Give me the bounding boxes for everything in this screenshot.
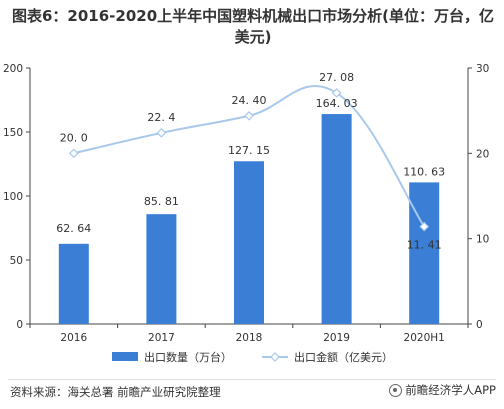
- x-tick-label: 2018: [236, 332, 263, 344]
- footer-divider: [8, 379, 496, 380]
- bar: [409, 182, 440, 324]
- line-value-label: 24. 40: [232, 94, 267, 107]
- chart-title: 图表6：2016-2020上半年中国塑料机械出口市场分析(单位：万台，亿美元): [11, 7, 495, 46]
- y-left-tick-label: 100: [3, 191, 23, 203]
- x-tick-label: 2020H1: [404, 332, 445, 344]
- chart: 0 50 100 150 200 0 10 20 30 2016 2017 2018 2019 2020H…: [3, 63, 489, 364]
- bar-value-label: 62. 64: [56, 222, 91, 235]
- y-left-tick-label: 200: [3, 63, 23, 75]
- bar-value-label: 85. 81: [144, 195, 179, 208]
- line-point: [68, 148, 79, 159]
- y-right-tick-label: 0: [476, 319, 483, 331]
- bar: [58, 243, 89, 324]
- legend-marker-line: [270, 352, 280, 362]
- bar-value-label: 110. 63: [403, 165, 445, 178]
- y-left-tick-label: 150: [3, 127, 23, 139]
- legend-label-bar: 出口数量（万台）: [144, 350, 232, 364]
- x-tick-label: 2019: [323, 332, 350, 344]
- y-left-tick-label: 0: [16, 319, 23, 331]
- y-right-tick-label: 10: [476, 234, 489, 246]
- bar-value-label: 164. 03: [316, 97, 358, 110]
- source-note: 资料来源：海关总署 前瞻产业研究院整理: [10, 385, 221, 399]
- line-value-label: 11. 41: [407, 239, 442, 252]
- line-value-label: 22. 4: [147, 111, 175, 124]
- bar: [234, 161, 264, 324]
- line-point: [419, 221, 430, 232]
- brand-name: 前瞻经济学人APP: [405, 383, 496, 397]
- line-point: [156, 128, 167, 138]
- line-value-label: 20. 0: [60, 131, 88, 144]
- brand-logo-icon: [389, 383, 403, 397]
- bar-value-label: 127. 15: [228, 144, 270, 157]
- x-tick-label: 2017: [148, 332, 175, 344]
- line-point: [244, 110, 254, 121]
- y-right-tick-label: 30: [476, 63, 489, 75]
- bar: [321, 114, 352, 325]
- legend-label-line: 出口金额（亿美元）: [294, 350, 393, 364]
- x-tick-label: 2016: [60, 332, 87, 344]
- line-series: [73, 85, 426, 228]
- legend-swatch-bar: [112, 352, 138, 361]
- brand: 前瞻经济学人APP: [389, 382, 496, 398]
- y-left-tick-label: 50: [10, 255, 23, 267]
- bar: [146, 214, 177, 324]
- y-right-tick-label: 20: [476, 148, 489, 160]
- line-point: [331, 88, 342, 98]
- line-value-label: 27. 08: [319, 71, 354, 84]
